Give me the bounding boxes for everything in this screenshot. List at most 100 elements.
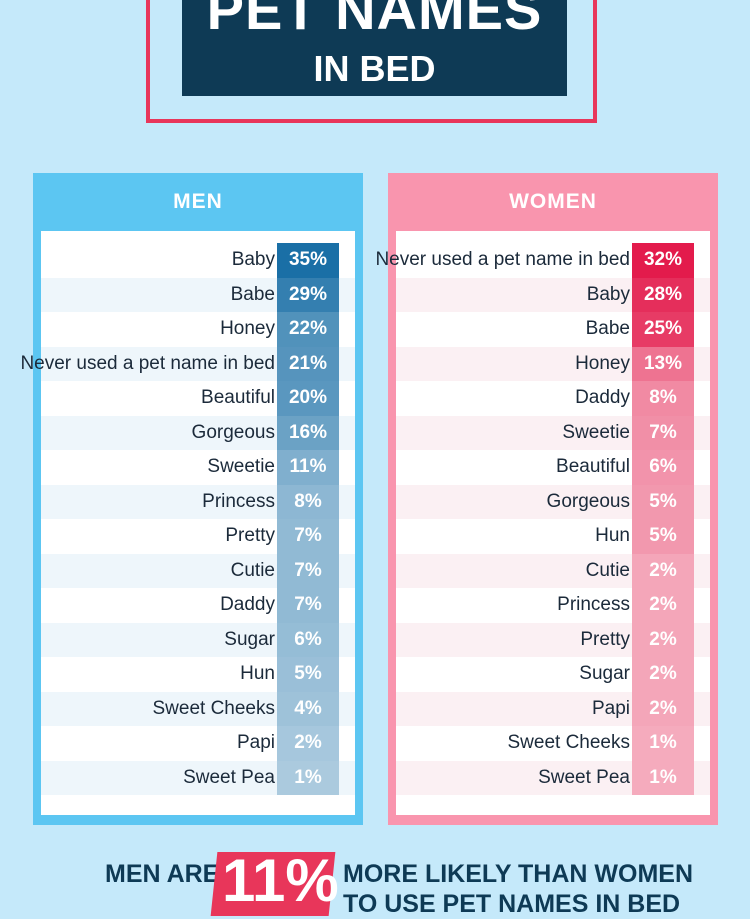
row-label: Beautiful [556,456,630,477]
row-value: 25% [632,312,694,347]
table-row: Gorgeous 5% [396,484,710,519]
row-value: 7% [277,553,339,588]
table-row: Papi 2% [396,691,710,726]
table-row: Sweet Cheeks 1% [396,726,710,761]
table-row: Hun 5% [41,657,355,692]
table-row: Sweet Cheeks 4% [41,691,355,726]
table-row: Pretty 2% [396,622,710,657]
table-row: Beautiful 20% [41,381,355,416]
table-row: Daddy 7% [41,588,355,623]
row-label: Sugar [224,628,275,650]
row-value: 5% [277,657,339,692]
row-value: 1% [632,760,694,795]
row-value: 7% [632,415,694,450]
page-subtitle: IN BED [313,48,436,89]
row-value: 6% [277,622,339,657]
row-value: 2% [277,726,339,761]
row-label: Papi [236,732,275,753]
title-box: PET NAMES IN BED [182,0,567,96]
row-value: 5% [632,484,694,519]
men-rows: Baby 35% Babe 29% Honey 22% Never used a pet n… [20,243,355,795]
row-label: Never used a pet name in bed [375,249,630,270]
row-label: Honey [575,352,630,374]
table-row: Sweetie 11% [41,450,355,485]
row-label: Babe [230,283,275,305]
row-value: 2% [632,553,694,588]
women-table: Never used a pet name in bed 32% Baby 28% Ba… [375,231,710,815]
row-value: 35% [277,243,339,278]
row-label: Hun [595,525,630,546]
row-value: 20% [277,381,339,416]
row-value: 6% [632,450,694,485]
row-value: 8% [277,484,339,519]
table-row: Hun 5% [396,519,710,554]
row-value: 7% [277,519,339,554]
row-label: Gorgeous [191,421,275,443]
row-value: 11% [277,450,339,485]
row-value: 13% [632,346,694,381]
men-panel: MEN Baby 35% Babe 29% Honey 22% Never used a p… [20,173,363,825]
row-label: Sweet Pea [183,766,275,788]
row-label: Princess [202,490,275,512]
row-label: Hun [240,663,275,684]
row-label: Cutie [230,559,275,581]
table-row: Baby 35% [41,243,355,278]
row-value: 2% [632,657,694,692]
women-panel-header: WOMEN [509,190,597,213]
row-value: 2% [632,691,694,726]
row-value: 8% [632,381,694,416]
table-row: Honey 13% [396,346,710,381]
table-row: Pretty 7% [41,519,355,554]
row-label: Baby [586,283,630,305]
row-label: Honey [220,318,275,339]
row-label: Pretty [580,628,630,650]
row-value: 28% [632,277,694,312]
row-label: Gorgeous [546,490,630,512]
row-value: 32% [632,243,694,278]
row-label: Papi [591,697,630,719]
table-row: Gorgeous 16% [41,415,355,450]
table-row: Babe 29% [41,277,355,312]
row-label: Sugar [579,663,630,684]
footer-text-right-2: TO USE PET NAMES IN BED [343,890,681,918]
men-panel-header: MEN [173,190,223,213]
row-label: Sweet Cheeks [507,732,630,753]
row-value: 1% [277,760,339,795]
row-value: 2% [632,622,694,657]
footer-badge-value: 11% [222,847,339,914]
row-label: Babe [585,318,630,339]
row-value: 2% [632,588,694,623]
row-label: Sweetie [562,421,630,443]
table-row: Baby 28% [396,277,710,312]
row-label: Sweet Pea [538,766,630,788]
row-label: Never used a pet name in bed [20,352,275,374]
table-row: Beautiful 6% [396,450,710,485]
table-row: Never used a pet name in bed 32% [375,243,710,278]
row-label: Beautiful [201,387,275,408]
women-rows: Never used a pet name in bed 32% Baby 28% Ba… [375,243,710,795]
table-row: Cutie 7% [41,553,355,588]
row-value: 16% [277,415,339,450]
table-row: Cutie 2% [396,553,710,588]
table-row: Sugar 2% [396,657,710,692]
table-row: Never used a pet name in bed 21% [20,346,355,381]
row-value: 4% [277,691,339,726]
table-row: Babe 25% [396,312,710,347]
row-label: Sweetie [207,456,275,477]
row-value: 7% [277,588,339,623]
row-label: Pretty [225,525,275,546]
row-value: 5% [632,519,694,554]
table-row: Papi 2% [41,726,355,761]
table-row: Honey 22% [41,312,355,347]
row-label: Princess [557,594,630,615]
women-panel: WOMEN Never used a pet name in bed 32% Bab… [375,173,718,825]
men-table: Baby 35% Babe 29% Honey 22% Never used a pet n… [20,231,355,815]
row-label: Daddy [220,594,275,615]
table-row: Sweet Pea 1% [41,760,355,795]
page-title: PET NAMES [206,0,543,41]
table-row: Sweet Pea 1% [396,760,710,795]
table-row: Princess 8% [41,484,355,519]
table-row: Daddy 8% [396,381,710,416]
footer-text-left: MEN ARE [105,860,220,888]
row-label: Sweet Cheeks [152,697,275,719]
